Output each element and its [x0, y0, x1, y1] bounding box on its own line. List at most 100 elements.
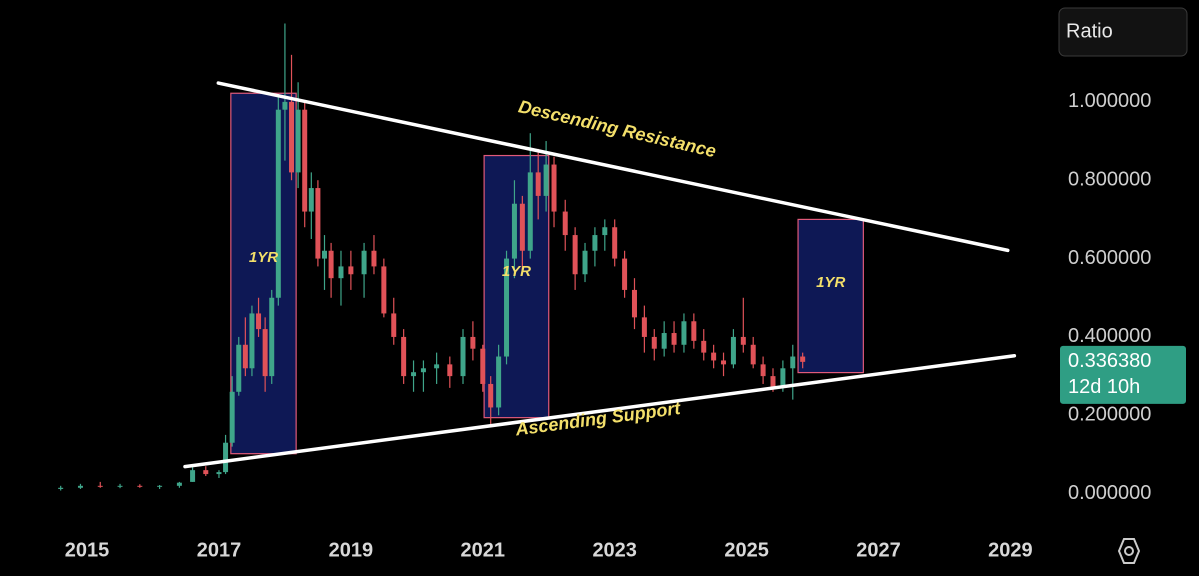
candle-body [527, 172, 533, 251]
trend-line [183, 353, 1017, 469]
candle-body [371, 250, 377, 267]
x-tick-label: 2029 [988, 539, 1033, 561]
price-tag [1060, 345, 1186, 404]
candle-body [295, 109, 301, 173]
settings-hexagon[interactable] [1117, 538, 1141, 564]
candle-body [750, 344, 756, 365]
candle-body [216, 472, 222, 475]
candle-body [157, 485, 163, 487]
candle-body [236, 344, 242, 392]
candle-body [434, 364, 440, 369]
plot [58, 23, 1064, 535]
candle-body [391, 313, 397, 337]
candle-body [302, 109, 308, 212]
scale-button-label[interactable]: Ratio [1066, 20, 1113, 42]
candle-body [282, 101, 288, 110]
candle-body [592, 235, 598, 251]
candle-body [511, 203, 517, 259]
candle-body [97, 485, 103, 487]
candle-body [190, 470, 196, 482]
candle-body [242, 344, 248, 369]
candle-body [176, 482, 182, 486]
candle-body [721, 360, 727, 365]
candle-body [249, 313, 255, 369]
candle-body [58, 487, 64, 489]
box-label: 1YR [816, 274, 845, 291]
candle-body [496, 356, 502, 408]
candle-body [562, 211, 568, 236]
candle-body [740, 336, 746, 345]
y-tick-label: 0.200000 [1068, 404, 1151, 426]
y-tick-label: 0.400000 [1068, 325, 1151, 347]
candle-body [631, 289, 637, 318]
candle-body [289, 101, 295, 173]
candle-body [504, 258, 510, 357]
candle-body [229, 391, 235, 443]
settings-center[interactable] [1124, 546, 1134, 556]
candle-body [420, 368, 426, 373]
x-tick-label: 2017 [197, 539, 242, 561]
candle-body [223, 442, 229, 473]
y-tick-label: 0.600000 [1068, 247, 1151, 269]
candle-body [681, 321, 687, 345]
candle-body [447, 364, 453, 377]
candle-body [780, 368, 786, 388]
x-tick-label: 2021 [461, 539, 506, 561]
candle-body [641, 317, 647, 337]
candle-body [460, 336, 466, 377]
countdown-label: 12d 10h [1068, 376, 1140, 398]
candle-body [535, 172, 541, 196]
candle-body [671, 333, 677, 345]
x-tick-label: 2019 [329, 539, 374, 561]
candle-body [262, 329, 268, 377]
candle-body [602, 227, 608, 236]
candle-body [800, 356, 806, 362]
x-tick-label: 2023 [592, 539, 637, 561]
x-tick-label: 2025 [724, 539, 769, 561]
candle-body [348, 266, 354, 275]
candle-body [543, 164, 549, 196]
candle-body [315, 188, 321, 259]
y-tick-label: 0.800000 [1068, 169, 1151, 191]
candle-body [137, 485, 143, 487]
candle-body [338, 266, 344, 279]
candle-body [256, 313, 262, 330]
candle-body [203, 470, 209, 475]
candle-body [622, 258, 628, 290]
candle-body [117, 485, 123, 487]
candle-body [470, 336, 476, 349]
candle-body [381, 266, 387, 314]
candle-body [701, 340, 707, 353]
candle-body [401, 336, 407, 377]
candle-body [328, 250, 334, 279]
box-label: 1YR [249, 249, 278, 266]
candle-body [308, 188, 314, 212]
trend-line [216, 81, 1010, 253]
candle-body [361, 250, 367, 275]
x-tick-label: 2027 [856, 539, 901, 561]
candle-body [519, 203, 525, 251]
candle-body [488, 383, 494, 408]
candle-body [480, 348, 486, 384]
year-box [230, 92, 297, 455]
candle-body [651, 336, 657, 349]
candle-body [661, 333, 667, 349]
candle-body [77, 485, 83, 488]
settings-icon[interactable] [1117, 538, 1141, 564]
x-tick-label: 2015 [65, 539, 110, 561]
scale-button[interactable] [1058, 7, 1188, 57]
candle-body [269, 297, 275, 377]
year-box [797, 218, 864, 374]
y-tick-label: 1.000000 [1068, 90, 1151, 112]
candle-body [790, 356, 796, 369]
candle-body [572, 235, 578, 275]
candle-body [711, 352, 717, 361]
candle-body [411, 372, 417, 377]
candle-body [612, 227, 618, 259]
candle-body [321, 250, 327, 259]
candle-body [730, 336, 736, 365]
y-tick-label: 0.000000 [1068, 482, 1151, 504]
